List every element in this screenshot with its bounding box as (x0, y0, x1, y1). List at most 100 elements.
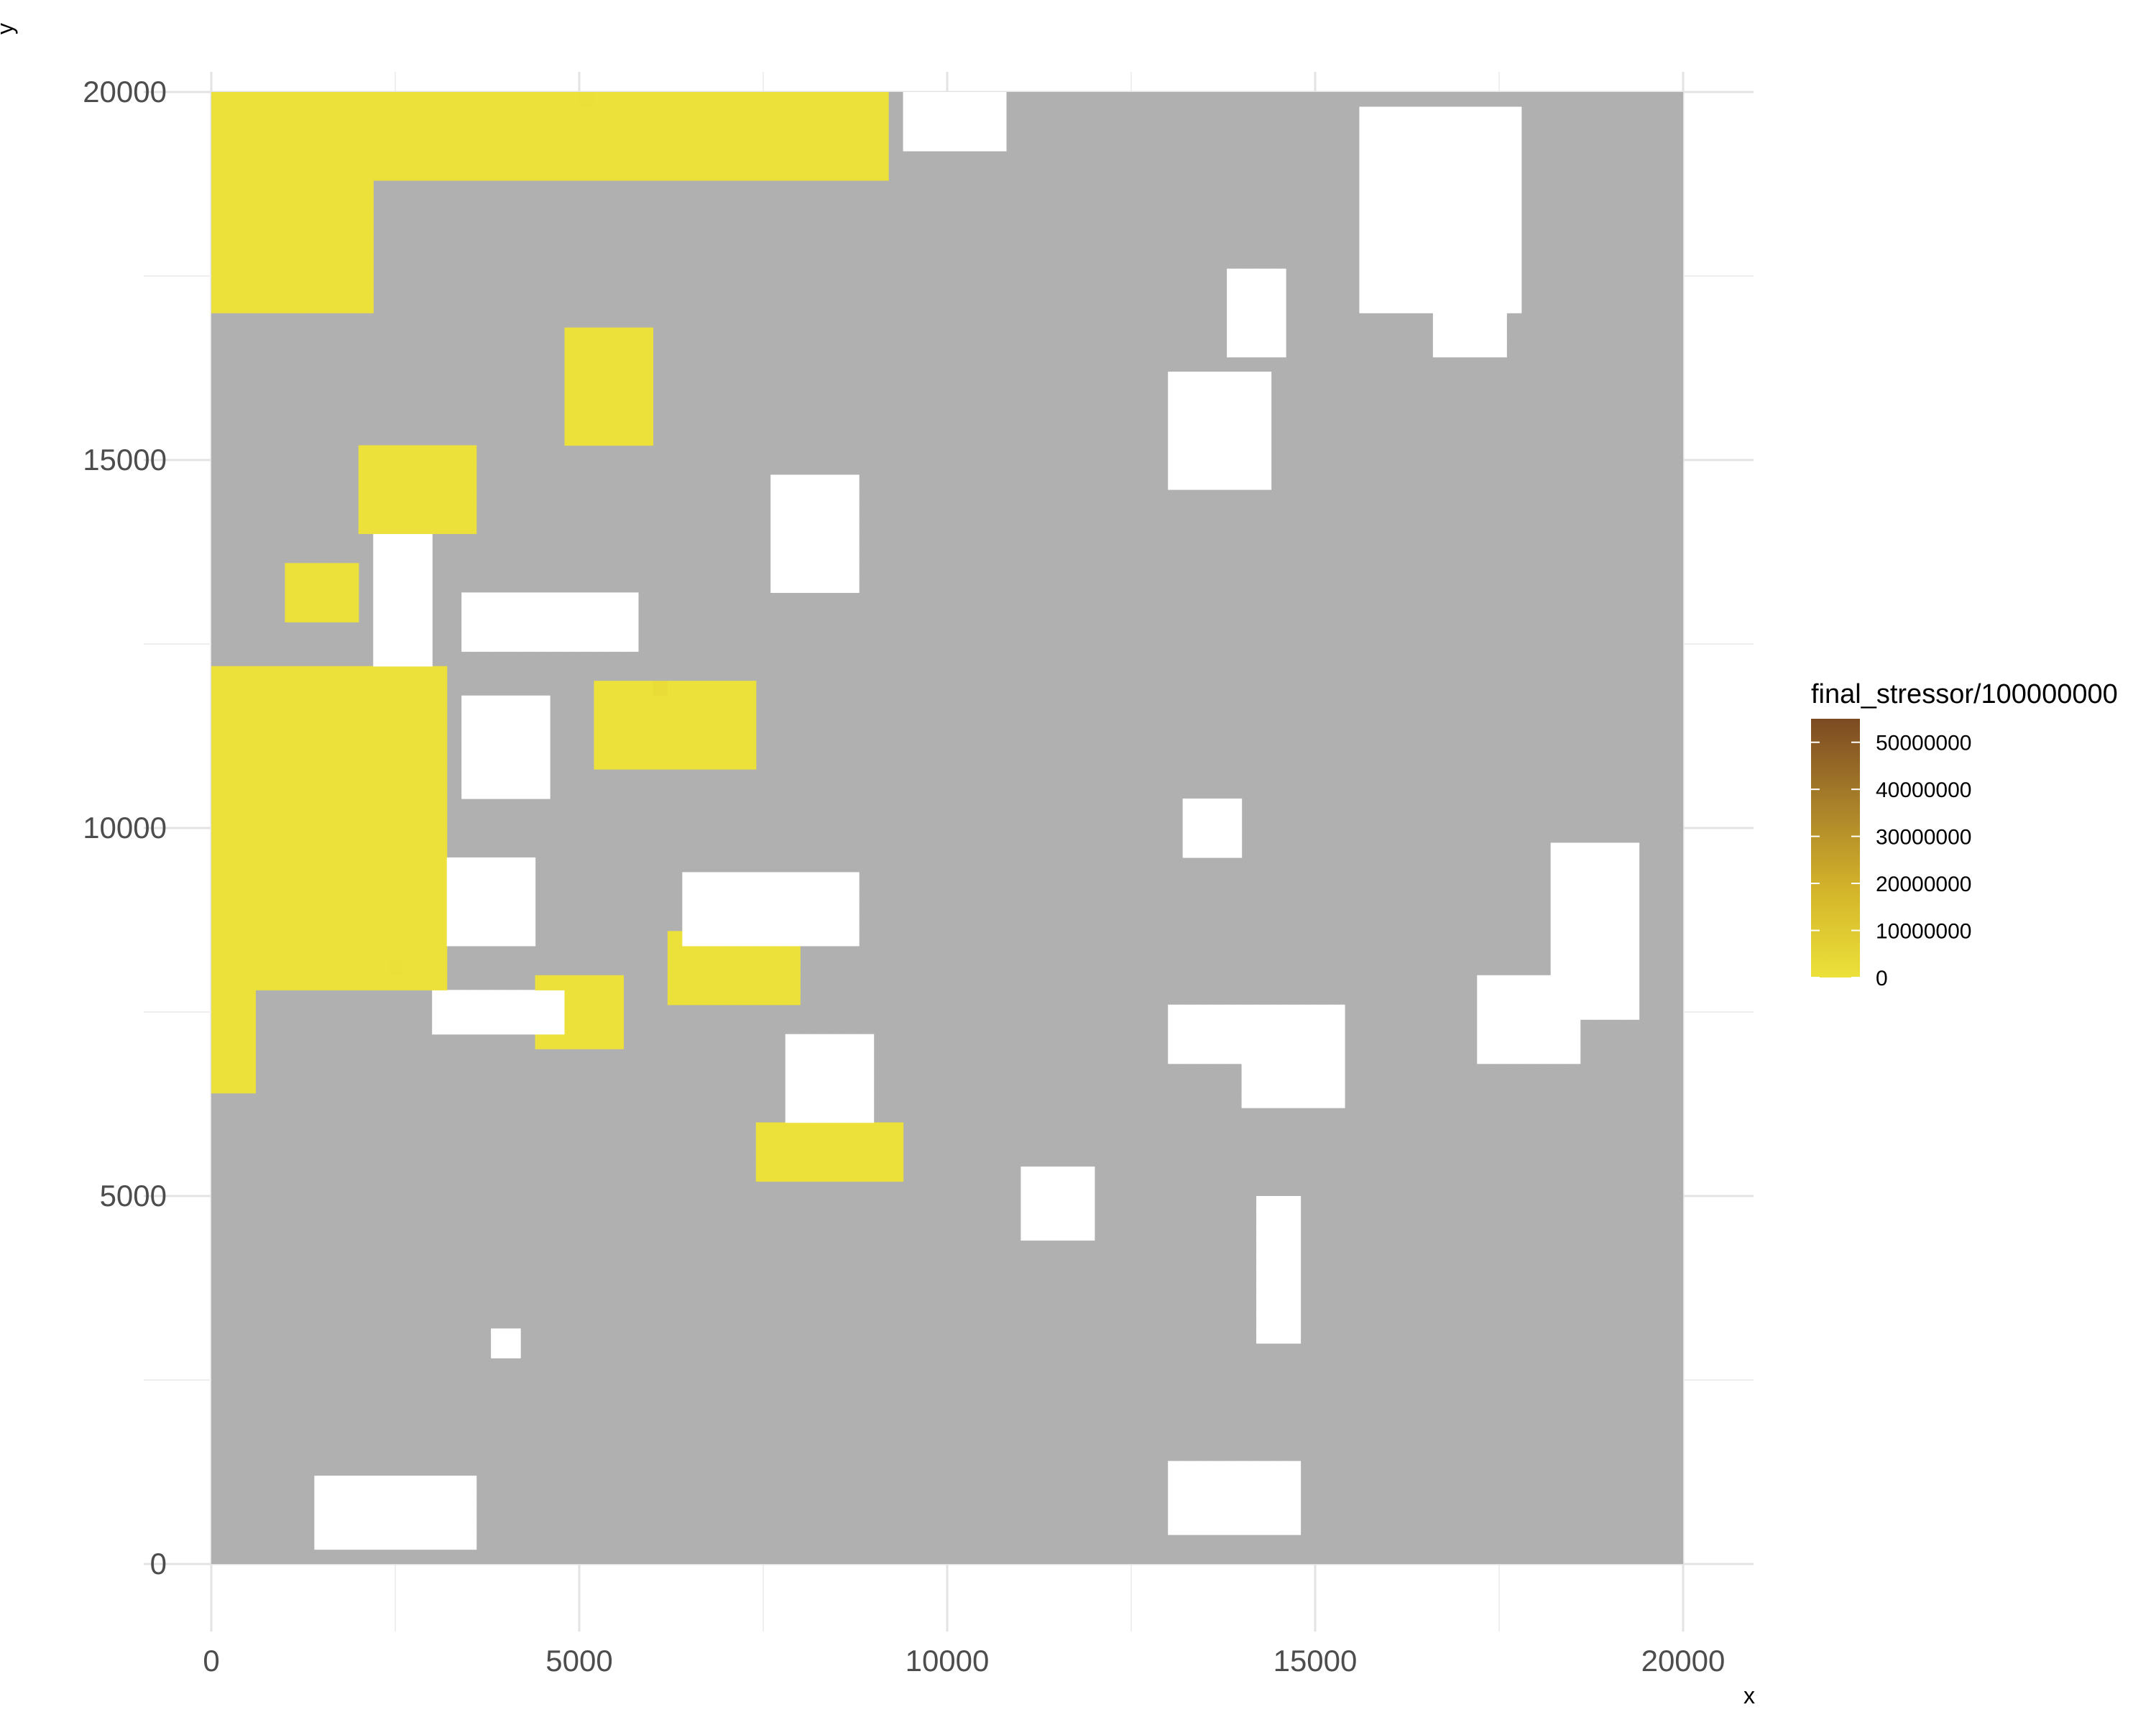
raster-cell (609, 357, 624, 372)
raster-cell-empty (535, 769, 550, 784)
raster-cell-empty (491, 857, 506, 873)
raster-cell-empty (1492, 990, 1507, 1005)
raster-cell-empty (1183, 1491, 1198, 1506)
raster-cell (255, 696, 270, 711)
raster-cell (786, 136, 801, 151)
raster-cell (241, 857, 256, 873)
raster-cell (476, 136, 492, 151)
raster-cell (432, 755, 447, 770)
raster-cell (682, 165, 697, 180)
raster-cell-empty (844, 504, 860, 519)
raster-cell-empty (329, 1520, 344, 1535)
raster-cell-empty (829, 887, 844, 902)
raster-cell-empty (1256, 1049, 1271, 1064)
raster-cell (373, 887, 388, 902)
raster-cell (461, 460, 476, 475)
raster-cell-empty (815, 578, 830, 593)
raster-cell-empty (1506, 283, 1521, 298)
raster-cell (682, 740, 697, 755)
raster-cell (344, 239, 359, 254)
raster-cell (711, 990, 727, 1005)
raster-cell-empty (1580, 887, 1595, 902)
raster-cell-empty (1433, 151, 1448, 166)
raster-cell-empty (1418, 298, 1433, 313)
raster-cell-empty (1433, 106, 1448, 121)
raster-cell-empty (579, 622, 594, 637)
raster-cell-empty (1197, 1491, 1212, 1506)
raster-cell (609, 975, 624, 990)
raster-cell (402, 710, 418, 725)
raster-cell (418, 151, 433, 166)
raster-cell (373, 710, 388, 725)
raster-cell (329, 740, 344, 755)
raster-cell (285, 696, 300, 711)
raster-cell-empty (1506, 254, 1521, 269)
raster-cell-empty (1477, 298, 1492, 313)
raster-cell (418, 519, 433, 534)
raster-cell (418, 799, 433, 814)
raster-cell-empty (1183, 416, 1198, 431)
raster-cell-empty (565, 607, 580, 622)
raster-cell (418, 887, 433, 902)
raster-cell (373, 740, 388, 755)
raster-cell (711, 975, 727, 990)
raster-cell (344, 151, 359, 166)
raster-cell (314, 563, 329, 578)
raster-cell (402, 92, 418, 107)
raster-cell (579, 990, 594, 1005)
raster-cell (535, 121, 550, 137)
raster-cell-empty (476, 857, 492, 873)
raster-cell (270, 872, 285, 887)
raster-cell (211, 769, 226, 784)
raster-cell-empty (1197, 1520, 1212, 1535)
raster-cell (211, 269, 226, 284)
raster-cell (786, 946, 801, 961)
raster-cell (388, 710, 403, 725)
raster-cell (638, 92, 653, 107)
raster-cell-empty (1183, 1019, 1198, 1034)
raster-cell (211, 710, 226, 725)
raster-cell (711, 740, 727, 755)
raster-cell (682, 106, 697, 121)
x-tick-label: 10000 (906, 1644, 990, 1678)
raster-cell-empty (1404, 136, 1419, 151)
raster-cell-empty (829, 548, 844, 564)
raster-cell (844, 92, 860, 107)
raster-cell-empty (520, 769, 535, 784)
raster-cell-empty (1359, 239, 1374, 254)
y-tick-label: 10000 (83, 811, 167, 845)
raster-cell (300, 239, 315, 254)
raster-cell (373, 872, 388, 887)
raster-cell-empty (1610, 946, 1625, 961)
raster-cell-empty (1359, 224, 1374, 239)
raster-cell (461, 474, 476, 489)
raster-cell-empty (1506, 210, 1521, 225)
raster-cell-empty (1462, 283, 1478, 298)
raster-cell (653, 121, 668, 137)
raster-cell (623, 696, 638, 711)
raster-cell-empty (1506, 269, 1521, 284)
raster-cell-empty (1580, 960, 1595, 975)
raster-cell-empty (418, 548, 433, 564)
raster-cell (741, 681, 756, 696)
raster-cell (285, 975, 300, 990)
raster-cell (682, 975, 697, 990)
raster-cell (255, 725, 270, 740)
raster-cell (373, 460, 388, 475)
raster-cell-empty (1462, 313, 1478, 328)
raster-cell (255, 165, 270, 180)
raster-cell (359, 519, 374, 534)
raster-cell (800, 1152, 815, 1167)
raster-cell-empty (1286, 1314, 1301, 1329)
raster-cell-empty (1183, 474, 1198, 489)
raster-cell (594, 696, 609, 711)
raster-cell (770, 121, 786, 137)
raster-cell-empty (1447, 195, 1462, 210)
raster-cell-empty (402, 1535, 418, 1550)
raster-cell (314, 696, 329, 711)
raster-cell-empty (623, 637, 638, 652)
raster-cell (359, 740, 374, 755)
raster-cell (741, 725, 756, 740)
raster-cell-empty (947, 92, 962, 107)
raster-cell (270, 696, 285, 711)
